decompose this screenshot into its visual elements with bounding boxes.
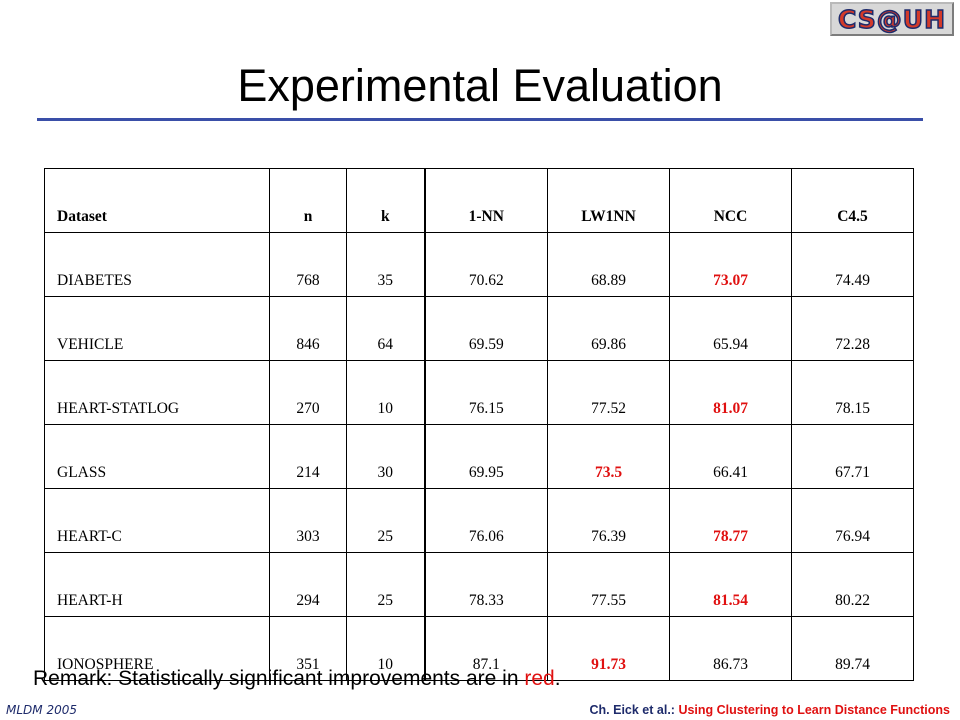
cell-ncc: 81.07	[669, 360, 792, 425]
cell-c45: 72.28	[791, 296, 914, 361]
cell-1nn: 78.33	[424, 552, 548, 617]
cell-dataset: VEHICLE	[44, 296, 270, 361]
cell-n: 846	[269, 296, 347, 361]
cell-ncc: 81.54	[669, 552, 792, 617]
cell-dataset: DIABETES	[44, 232, 270, 297]
cell-c45: 74.49	[791, 232, 914, 297]
cell-dataset: IONOSPHERE	[44, 616, 270, 681]
cell-1nn: 69.95	[424, 424, 548, 489]
cell-n: 303	[269, 488, 347, 553]
cell-lw1nn: 69.86	[547, 296, 670, 361]
cell-lw1nn: 91.73	[547, 616, 670, 681]
cell-dataset: GLASS	[44, 424, 270, 489]
cell-k: 30	[346, 424, 426, 489]
cell-c45: 76.94	[791, 488, 914, 553]
logo-text: CS@UH	[837, 4, 947, 35]
cell-lw1nn: 77.55	[547, 552, 670, 617]
table-row: GLASS 214 30 69.95 73.5 66.41 67.71	[44, 424, 914, 489]
header-1nn: 1-NN	[424, 168, 548, 233]
cell-n: 270	[269, 360, 347, 425]
cell-ncc: 78.77	[669, 488, 792, 553]
cell-lw1nn: 73.5	[547, 424, 670, 489]
results-table: Dataset n k 1-NN LW1NN NCC C4.5 DIABETES…	[44, 168, 914, 681]
table-row: IONOSPHERE 351 10 87.1 91.73 86.73 89.74	[44, 616, 914, 681]
table-row: VEHICLE 846 64 69.59 69.86 65.94 72.28	[44, 296, 914, 361]
header-k: k	[346, 168, 426, 233]
cell-lw1nn: 68.89	[547, 232, 670, 297]
header-ncc: NCC	[669, 168, 792, 233]
cell-n: 351	[269, 616, 347, 681]
cell-dataset: HEART-C	[44, 488, 270, 553]
cell-k: 25	[346, 552, 426, 617]
cell-ncc: 65.94	[669, 296, 792, 361]
footer-separator: :	[670, 703, 679, 717]
table-header-row: Dataset n k 1-NN LW1NN NCC C4.5	[44, 168, 914, 233]
header-dataset: Dataset	[44, 168, 270, 233]
cell-lw1nn: 77.52	[547, 360, 670, 425]
cell-ncc: 73.07	[669, 232, 792, 297]
cell-k: 35	[346, 232, 426, 297]
cell-ncc: 66.41	[669, 424, 792, 489]
footer-citation: Ch. Eick et al.: Using Clustering to Lea…	[590, 703, 950, 717]
cell-dataset: HEART-STATLOG	[44, 360, 270, 425]
title-underline	[37, 118, 923, 121]
remark-suffix: .	[554, 667, 561, 690]
remark-prefix: Remark: Statistically significant improv…	[33, 667, 525, 690]
cell-ncc: 86.73	[669, 616, 792, 681]
cell-c45: 67.71	[791, 424, 914, 489]
cell-k: 25	[346, 488, 426, 553]
cs-uh-logo: CS@UH	[830, 2, 954, 36]
remark-red-word: red	[524, 667, 555, 690]
cell-1nn: 70.62	[424, 232, 548, 297]
table-row: HEART-H 294 25 78.33 77.55 81.54 80.22	[44, 552, 914, 617]
table-row: HEART-STATLOG 270 10 76.15 77.52 81.07 7…	[44, 360, 914, 425]
cell-k: 10	[346, 360, 426, 425]
table-row: HEART-C 303 25 76.06 76.39 78.77 76.94	[44, 488, 914, 553]
footer-author: Ch. Eick et al.	[589, 703, 671, 717]
header-c45: C4.5	[791, 168, 914, 233]
cell-1nn: 76.15	[424, 360, 548, 425]
cell-k: 10	[346, 616, 426, 681]
footer-conference: MLDM 2005	[6, 703, 77, 717]
cell-lw1nn: 76.39	[547, 488, 670, 553]
cell-n: 214	[269, 424, 347, 489]
cell-c45: 80.22	[791, 552, 914, 617]
footer-work-title: Using Clustering to Learn Distance Funct…	[678, 703, 950, 717]
cell-c45: 78.15	[791, 360, 914, 425]
cell-dataset: HEART-H	[44, 552, 270, 617]
cell-c45: 89.74	[791, 616, 914, 681]
cell-k: 64	[346, 296, 426, 361]
cell-n: 768	[269, 232, 347, 297]
header-n: n	[269, 168, 347, 233]
cell-1nn: 87.1	[424, 616, 548, 681]
cell-1nn: 76.06	[424, 488, 548, 553]
slide-title: Experimental Evaluation	[237, 60, 723, 111]
cell-1nn: 69.59	[424, 296, 548, 361]
remark-text: Remark: Statistically significant improv…	[33, 667, 561, 691]
table-row: DIABETES 768 35 70.62 68.89 73.07 74.49	[44, 232, 914, 297]
header-lw1nn: LW1NN	[547, 168, 670, 233]
cell-n: 294	[269, 552, 347, 617]
